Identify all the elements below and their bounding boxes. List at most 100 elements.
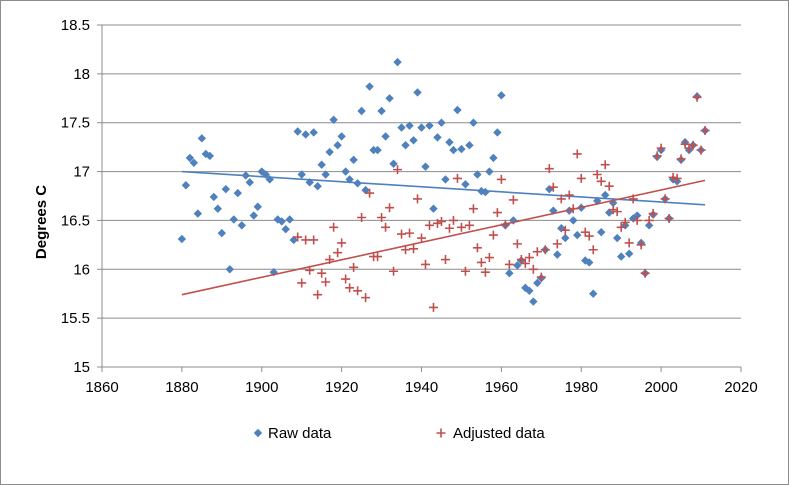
- data-point-adjusted: [688, 140, 698, 150]
- x-tick-label: 2000: [644, 379, 677, 396]
- data-point-raw: [573, 230, 582, 240]
- data-point-raw: [485, 167, 494, 176]
- data-point-raw: [429, 204, 438, 213]
- data-point-raw: [245, 178, 254, 187]
- data-point-raw: [445, 138, 454, 147]
- data-point-raw: [381, 132, 390, 141]
- data-point-adjusted: [317, 268, 327, 278]
- data-point-adjusted: [528, 264, 538, 274]
- data-point-raw: [333, 140, 342, 150]
- data-point-adjusted: [556, 194, 566, 204]
- data-point-raw: [401, 140, 410, 150]
- data-point-adjusted: [492, 208, 502, 218]
- data-point-raw: [593, 196, 602, 206]
- data-point-raw: [421, 162, 430, 171]
- data-point-adjusted: [596, 176, 606, 186]
- data-point-raw: [461, 180, 470, 189]
- data-point-adjusted: [692, 92, 702, 102]
- data-point-raw: [529, 297, 538, 306]
- data-point-adjusted: [540, 245, 550, 255]
- data-point-raw: [205, 151, 215, 161]
- data-point-raw: [469, 118, 478, 127]
- data-point-raw: [301, 130, 310, 139]
- x-tick-label: 1900: [245, 379, 278, 396]
- legend-label-raw-data: Raw data: [268, 425, 332, 442]
- data-point-adjusted: [381, 222, 391, 232]
- data-point-raw: [329, 115, 338, 124]
- data-point-adjusted: [608, 205, 618, 215]
- data-point-raw: [225, 265, 234, 274]
- data-point-raw: [533, 278, 542, 288]
- data-point-raw: [293, 127, 302, 136]
- data-point-raw: [409, 136, 418, 145]
- data-point-adjusted: [413, 194, 423, 204]
- data-point-adjusted: [385, 203, 395, 213]
- x-tick-label: 1880: [165, 379, 198, 396]
- data-point-adjusted: [484, 253, 494, 263]
- data-point-raw: [628, 214, 638, 223]
- data-point-adjusted: [680, 139, 690, 149]
- data-point-raw: [233, 188, 242, 198]
- data-point-raw: [309, 128, 318, 137]
- x-tick-label: 1860: [85, 379, 118, 396]
- x-tick-labels: 1860 1880 1900 1920 1940 1960 1980 2000 2020: [85, 379, 757, 396]
- data-point-raw: [644, 221, 654, 230]
- data-point-adjusted: [624, 238, 634, 248]
- series-adjusted-data: [181, 92, 710, 312]
- data-point-raw: [189, 158, 199, 167]
- data-point-adjusted: [436, 216, 446, 226]
- data-point-raw: [377, 106, 386, 116]
- data-point-adjusted: [584, 231, 594, 241]
- data-point-raw: [624, 249, 634, 258]
- data-point-raw: [313, 182, 322, 191]
- data-point-adjusted: [293, 232, 303, 242]
- data-point-raw: [221, 184, 231, 194]
- data-point-raw: [213, 204, 223, 213]
- data-point-adjusted: [488, 230, 498, 240]
- data-point-adjusted: [636, 240, 646, 250]
- data-point-adjusted: [460, 266, 470, 276]
- data-point-adjusted: [668, 172, 678, 182]
- data-point-adjusted: [341, 274, 351, 284]
- data-point-adjusted: [444, 223, 454, 233]
- data-point-raw: [317, 160, 326, 169]
- data-point-raw: [337, 132, 346, 141]
- data-point-adjusted: [476, 257, 486, 267]
- data-point-adjusted: [420, 259, 430, 269]
- data-point-adjusted: [536, 272, 546, 282]
- data-point-adjusted: [532, 247, 542, 257]
- data-point-raw: [349, 155, 358, 165]
- data-point-adjusted: [393, 165, 403, 175]
- data-point-adjusted: [560, 225, 570, 235]
- data-point-raw: [601, 190, 610, 200]
- data-point-raw: [553, 250, 562, 259]
- data-point-raw: [249, 211, 258, 220]
- data-point-adjusted: [572, 149, 582, 159]
- data-point-adjusted: [612, 207, 622, 217]
- data-point-raw: [616, 252, 626, 261]
- data-point-adjusted: [357, 212, 367, 222]
- data-point-raw: [397, 123, 406, 132]
- legend-diamond-marker: [253, 428, 263, 438]
- data-point-adjusted: [464, 220, 474, 230]
- data-point-raw: [325, 147, 334, 157]
- y-tick-label: 15.5: [61, 310, 90, 327]
- data-point-raw: [393, 57, 402, 67]
- data-point-adjusted: [644, 215, 654, 225]
- data-point-adjusted: [524, 253, 534, 263]
- data-point-raw: [513, 261, 522, 270]
- data-point-adjusted: [409, 244, 419, 254]
- legend-item-raw-data: Raw data: [253, 425, 332, 442]
- data-point-raw: [237, 221, 246, 230]
- data-point-raw: [473, 170, 482, 179]
- data-point-adjusted: [329, 222, 339, 232]
- data-point-raw: [545, 184, 554, 194]
- data-point-adjusted: [309, 235, 319, 245]
- y-axis-label: Degrees C: [33, 185, 50, 259]
- data-point-raw: [585, 258, 594, 267]
- data-point-adjusted: [544, 164, 554, 174]
- data-point-raw: [405, 121, 414, 130]
- data-point-raw: [285, 215, 294, 224]
- series-raw-data: [177, 57, 710, 306]
